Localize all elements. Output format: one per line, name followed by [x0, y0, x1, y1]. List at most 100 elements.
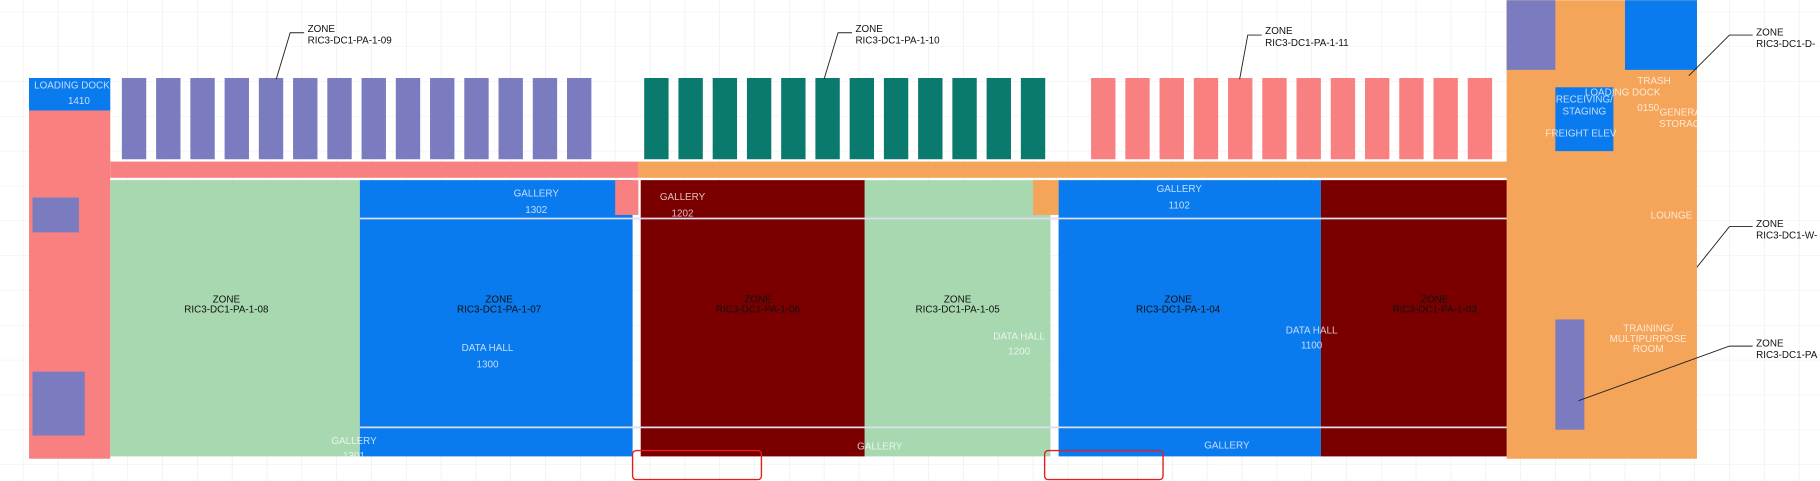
- leader: [275, 32, 305, 80]
- zone-label: ZONE: [485, 294, 513, 305]
- room-bar: [258, 78, 284, 160]
- room-number: 1100: [1301, 341, 1323, 352]
- room-bar: [567, 78, 592, 160]
- callout: RIC3-DC1-PA: [1756, 350, 1818, 361]
- room-bar: [986, 78, 1011, 160]
- room-number: 1101: [1216, 457, 1237, 468]
- zone-label: RIC3-DC1-PA-1-08: [184, 305, 269, 316]
- room: [32, 197, 79, 233]
- corridor: [638, 161, 1533, 178]
- room-name: LOADING DOCK: [1585, 88, 1661, 99]
- room-number: 1301: [343, 451, 365, 462]
- hall: [359, 180, 633, 457]
- room-bar: [1091, 78, 1116, 160]
- zone-label: ZONE: [1164, 294, 1192, 305]
- rooms-top: [121, 78, 1500, 418]
- room-number: 1302: [525, 205, 547, 216]
- zone-label: RIC3-DC1-PA-1-04: [1136, 305, 1221, 316]
- hall: [640, 180, 865, 457]
- callout: RIC3-DC1-W-: [1756, 230, 1817, 241]
- room-bar: [395, 78, 421, 160]
- room-bar: [849, 78, 875, 160]
- support-area: [1506, 0, 1697, 459]
- room-bar: [224, 78, 249, 160]
- room-bar: [1228, 78, 1253, 160]
- room-bar: [327, 78, 352, 160]
- room-name: GALLERY: [857, 442, 903, 453]
- room-bar: [464, 78, 489, 160]
- leader: [1696, 226, 1753, 268]
- room-name: DATA HALL: [993, 331, 1045, 342]
- label: STAGING: [1563, 106, 1607, 117]
- label: MULTIPURPOSE: [1610, 334, 1687, 345]
- room-bar: [498, 78, 523, 160]
- room-number: 1200: [1008, 347, 1030, 358]
- room-number: 1202: [672, 208, 694, 219]
- room: [1555, 319, 1585, 430]
- room-bar: [952, 78, 977, 160]
- room-bar: [1433, 78, 1458, 160]
- room-bar: [293, 78, 318, 160]
- highlight-box: [631, 449, 763, 481]
- label: STORAGE: [1659, 119, 1707, 130]
- loading-dock: [29, 78, 111, 111]
- room-name: GALLERY: [660, 192, 706, 203]
- leader: [1578, 345, 1753, 402]
- label: LOUNGE: [1651, 211, 1693, 222]
- callout: ZONE: [1756, 219, 1784, 230]
- room-name: DATA HALL: [1286, 326, 1338, 337]
- room-bar: [883, 78, 909, 160]
- zone-label: ZONE: [213, 294, 241, 305]
- room-bar: [1330, 78, 1356, 160]
- leader: [1239, 34, 1262, 80]
- room-bar: [1125, 78, 1150, 160]
- callout: ZONE: [308, 24, 336, 35]
- hall: [110, 180, 360, 457]
- label: TRASH: [1637, 76, 1670, 87]
- stair: [1033, 180, 1059, 215]
- room-name: LOADING DOCK: [34, 81, 110, 92]
- room-name: GALLERY: [1157, 184, 1203, 195]
- room-bar: [644, 78, 669, 160]
- hall: [864, 180, 1051, 457]
- label: STAIR 07: [594, 135, 636, 146]
- room-name: GALLERY: [1204, 441, 1250, 452]
- room-bar: [361, 78, 386, 160]
- room-number: 1300: [477, 359, 499, 370]
- label: TRAINING/: [1623, 323, 1673, 334]
- leader: [823, 32, 852, 80]
- callout-leaders: [275, 32, 1753, 402]
- zone-label: ZONE: [744, 294, 772, 305]
- callout: ZONE: [855, 24, 883, 35]
- room-bar: [156, 78, 181, 160]
- label: FREIGHT ELEV: [1545, 128, 1616, 139]
- room-bar: [918, 78, 943, 160]
- room-number: 1201: [869, 457, 891, 468]
- room-bar: [1399, 78, 1424, 160]
- room-bar: [430, 78, 455, 160]
- room-bar: [712, 78, 738, 160]
- callout: RIC3-DC1-PA-1-10: [855, 35, 940, 46]
- room-bar: [532, 78, 558, 160]
- zone-label: RIC3-DC1-PA-1-05: [915, 305, 1000, 316]
- hall: [1320, 180, 1533, 457]
- room: [1625, 0, 1697, 70]
- room-name: GALLERY: [514, 189, 560, 200]
- label: STAIR 05: [1047, 135, 1090, 146]
- callout: RIC3-DC1-PA-1-09: [308, 35, 393, 46]
- room-bar: [1467, 78, 1493, 160]
- room-bar: [1365, 78, 1390, 160]
- room-bar: [1296, 78, 1321, 160]
- room-bar: [1020, 78, 1046, 160]
- room-number: 0150: [1637, 103, 1659, 114]
- highlight-box: [1043, 449, 1164, 481]
- corridor: [110, 161, 639, 178]
- room-number: 1102: [1169, 200, 1190, 211]
- room-bar: [815, 78, 840, 160]
- label: GENERAL: [1659, 107, 1707, 118]
- room-bar: [190, 78, 215, 160]
- zone-label: ZONE: [944, 294, 972, 305]
- stair: [615, 180, 639, 215]
- callout: ZONE: [1756, 27, 1784, 38]
